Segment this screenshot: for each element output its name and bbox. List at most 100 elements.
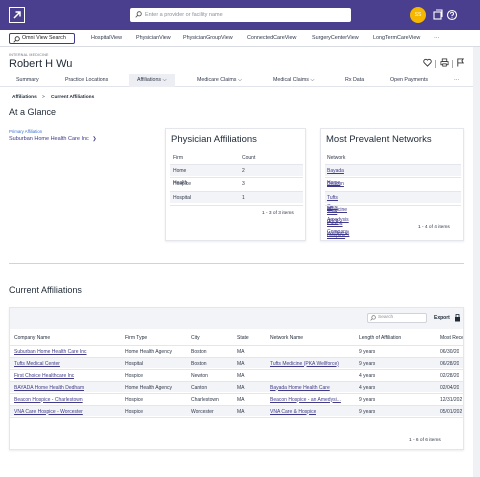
length-cell: 9 years [359, 360, 376, 367]
table-header: Network Name [325, 151, 461, 173]
tab-practice-locations[interactable]: Practice Locations [65, 77, 109, 83]
help-icon[interactable] [446, 9, 458, 21]
nav-hospital-view[interactable]: HospitalView [91, 35, 123, 41]
physician-affiliations-card: Physician Affiliations Firm Type Count H… [165, 128, 306, 241]
breadcrumb-affiliations[interactable]: Affiliations [12, 95, 37, 100]
provider-search-input[interactable]: Enter a provider or facility name [130, 8, 351, 22]
network-link[interactable]: Bayada Home Health Care [270, 384, 330, 391]
nav-connected-care-view[interactable]: ConnectedCareView [247, 35, 297, 41]
firm-type-cell: Hospital [125, 360, 144, 367]
date-cell: 05/01/202 [440, 408, 463, 415]
print-icon[interactable] [440, 58, 449, 67]
primary-affiliation-value[interactable]: Suburban Home Health Care Inc [9, 136, 89, 142]
length-cell: 9 years [359, 348, 376, 355]
heart-icon[interactable] [423, 58, 432, 67]
primary-affiliation-link[interactable]: Suburban Home Health Care Inc ❯ [9, 136, 97, 142]
column-header-state[interactable]: State [237, 335, 249, 341]
count-cell: 2 [242, 168, 245, 174]
network-link[interactable]: VNA Care & Hospice [270, 408, 317, 415]
city-cell: Newton [191, 372, 208, 379]
company-link[interactable]: BAYADA Home Health Dedham [14, 384, 85, 391]
nav-more-button[interactable]: ··· [434, 35, 440, 41]
table-search-input[interactable]: Search [367, 313, 427, 323]
card-title: Most Prevalent Networks [326, 134, 432, 145]
page-scrollbar[interactable] [473, 47, 480, 477]
search-icon [135, 11, 142, 18]
search-placeholder: Enter a provider or facility name [145, 12, 223, 18]
export-icon[interactable] [454, 314, 461, 322]
nav-physician-view[interactable]: PhysicianView [136, 35, 171, 41]
section-divider [9, 263, 464, 264]
table-row: Hospice 3 [170, 177, 303, 189]
network-link[interactable]: VNA Care & Hospice [327, 209, 346, 239]
table-header: Firm Type Count [170, 151, 303, 173]
column-header-network-name[interactable]: Network Name [327, 155, 346, 173]
company-link[interactable]: Beacon Hospice - Charlestown [14, 396, 83, 403]
state-cell: MA [237, 360, 245, 367]
table-header: Company Name Firm Type City State Networ… [10, 332, 464, 344]
profile-tabs: Summary Practice Locations Affiliations … [0, 74, 480, 87]
company-link[interactable]: VNA Care Hospice - Worcester [14, 408, 83, 415]
firm-type-cell: Hospital [173, 195, 192, 201]
column-header-city[interactable]: City [191, 335, 200, 341]
state-cell: MA [237, 348, 245, 355]
network-link[interactable]: Tufts Medicine (PKA Wellforce) [270, 360, 339, 367]
omni-view-search-button[interactable]: Omni View Search [9, 33, 75, 44]
date-cell: 06/28/20 [440, 360, 460, 367]
length-cell: 9 years [359, 408, 376, 415]
app-logo-icon[interactable] [9, 7, 25, 23]
column-header-most-recent[interactable]: Most Rece [440, 335, 464, 341]
network-link[interactable]: Bayada Home Health Care [327, 168, 344, 210]
table-bottom-border [170, 205, 303, 217]
column-header-count[interactable]: Count [242, 155, 256, 161]
avatar[interactable]: SS [410, 7, 426, 23]
nav-long-term-care-view[interactable]: LongTermCareView [373, 35, 421, 41]
column-header-network-name[interactable]: Network Name [270, 335, 304, 341]
table-toolbar: Search Export [10, 308, 463, 329]
pagination-info: 1 - 4 of 4 items [418, 225, 450, 230]
network-link[interactable]: Tufts Medicine (PKA Wellforce) [327, 195, 350, 237]
nav-physician-group-view[interactable]: PhysicianGroupView [183, 35, 233, 41]
length-cell: 4 years [359, 372, 376, 379]
tab-medical-claims[interactable]: Medical Claims ⌵ [273, 77, 315, 83]
table-row: VNA Care & Hospice [325, 205, 461, 239]
flag-icon[interactable] [456, 58, 465, 67]
column-header-firm-type[interactable]: Firm Type [125, 335, 148, 341]
tab-affiliations[interactable]: Affiliations ⌵ [129, 74, 175, 87]
tab-medicare-claims[interactable]: Medicare Claims ⌵ [197, 77, 242, 83]
city-cell: Worcester [191, 408, 214, 415]
tab-rx-data[interactable]: Rx Data [345, 77, 365, 83]
chevron-right-icon: ❯ [92, 136, 97, 142]
card-title: Physician Affiliations [171, 134, 257, 145]
tab-more[interactable]: ··· [454, 77, 460, 83]
date-cell: 06/30/20 [440, 348, 460, 355]
table-row: Beacon Hospice - an Amedysis Company [325, 177, 461, 235]
network-link[interactable]: Beacon Hospice - an Amedysi... [270, 396, 341, 403]
column-header-length-of-affiliation[interactable]: Length of Affiliation [359, 335, 402, 341]
length-cell: 9 years [359, 396, 376, 403]
date-cell: 02/28/20 [440, 372, 460, 379]
column-header-company-name[interactable]: Company Name [14, 335, 51, 341]
export-button[interactable]: Export [434, 315, 450, 321]
state-cell: MA [237, 396, 245, 403]
nav-surgery-center-view[interactable]: SurgeryCenterView [312, 35, 359, 41]
city-cell: Charlestown [191, 396, 219, 403]
company-link[interactable]: First Choice Healthcare Inc [14, 372, 75, 379]
firm-type-cell: Hospice [125, 408, 144, 415]
table-row: VNA Care Hospice - Worcester Hospice Wor… [10, 405, 463, 416]
table-row: Tufts Medicine (PKA Wellforce) [325, 191, 461, 237]
company-link[interactable]: Suburban Home Health Care Inc [14, 348, 87, 355]
notes-icon[interactable] [432, 9, 444, 21]
pagination-info: 1 - 3 of 3 items [262, 211, 294, 216]
omni-view-search-label: Omni View Search [22, 35, 66, 41]
firm-type-cell: Hospice [125, 372, 144, 379]
tab-open-payments[interactable]: Open Payments [390, 77, 428, 83]
section-title-at-a-glance: At a Glance [9, 107, 57, 117]
company-link[interactable]: Tufts Medical Center [14, 360, 60, 367]
table-row: Beacon Hospice - Charlestown Hospice Cha… [10, 393, 463, 404]
network-link[interactable]: Beacon Hospice - an Amedysis Company [327, 181, 349, 235]
column-header-firm-type[interactable]: Firm Type [173, 155, 184, 173]
prevalent-networks-card: Most Prevalent Networks Network Name Bay… [320, 128, 464, 241]
tab-summary[interactable]: Summary [16, 77, 39, 83]
current-affiliations-table: Search Export Company Name Firm Type Cit… [9, 307, 464, 450]
